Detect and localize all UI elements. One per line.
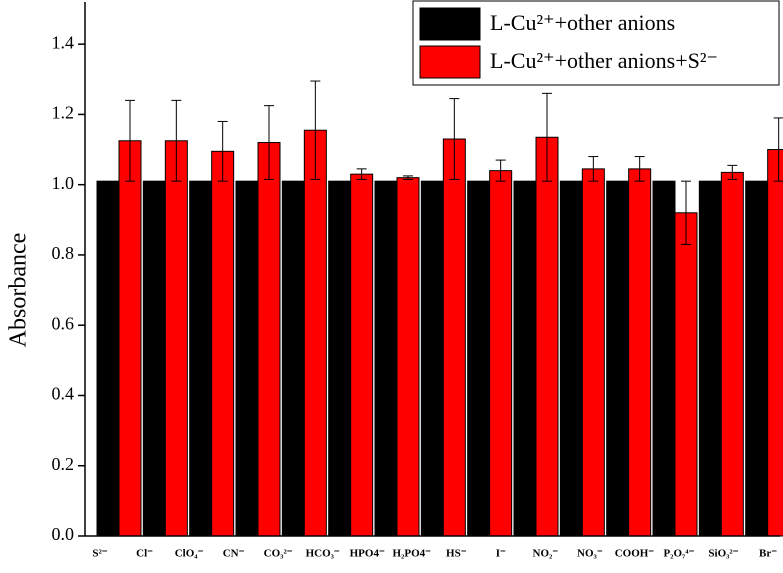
bar [96, 180, 120, 537]
x-tick-label: HS⁻ [446, 548, 467, 560]
error-bar [495, 159, 506, 182]
error-bar [356, 168, 367, 180]
error-bar [542, 92, 552, 182]
bar [559, 180, 583, 537]
error-bar [727, 164, 738, 180]
bar [442, 138, 466, 537]
legend-swatch [419, 45, 481, 79]
bar [164, 140, 188, 537]
bar [720, 171, 744, 537]
x-tick-label: Cl⁻ [136, 548, 153, 560]
x-tick-label: HCO₃⁻ [306, 548, 340, 560]
error-bar [217, 120, 228, 182]
error-bar [310, 80, 321, 180]
error-bar [125, 99, 135, 182]
bar [374, 180, 398, 537]
bar [420, 180, 444, 537]
bar [652, 180, 676, 537]
y-tick-label: 0.6 [52, 313, 75, 333]
legend-label: L-Cu²⁺+other anions [490, 10, 675, 35]
y-tick-label: 1.0 [52, 173, 75, 193]
bar [489, 170, 513, 537]
x-tick-label: SiO₃²⁻ [708, 548, 738, 560]
y-axis-label: Absorbance [6, 233, 32, 348]
bar [535, 136, 559, 537]
x-tick-label: Br⁻ [759, 548, 777, 560]
x-tick-label: S²⁻ [92, 548, 107, 560]
x-tick-label: NO₃⁻ [577, 548, 603, 560]
bar [189, 180, 213, 537]
bar [142, 180, 166, 537]
bar [674, 212, 698, 537]
bar [767, 149, 783, 537]
bar [211, 150, 235, 537]
x-tick-label: NO₂⁻ [533, 548, 559, 560]
x-tick-label: H₂PO4⁻ [393, 548, 432, 560]
x-tick-label: COOH⁻ [615, 548, 655, 560]
error-bar [171, 99, 182, 182]
x-tick-label: I⁻ [496, 548, 506, 560]
bar [396, 177, 420, 537]
bar [581, 168, 605, 537]
bar [513, 180, 537, 537]
x-tick-label: ClO₄⁻ [175, 548, 204, 560]
legend-label: L-Cu²⁺+other anions+S²⁻ [490, 48, 718, 73]
bar [698, 180, 722, 537]
bar [606, 180, 630, 537]
bar [118, 140, 142, 537]
bar [328, 180, 352, 537]
y-tick-label: 1.2 [52, 103, 75, 123]
bar [281, 180, 305, 537]
x-tick-label: CO₃²⁻ [264, 548, 293, 560]
bar [235, 180, 259, 537]
y-tick-label: 0.8 [52, 243, 75, 263]
y-tick-label: 0.2 [52, 454, 75, 474]
error-bar [588, 156, 599, 182]
bar [628, 168, 652, 537]
y-tick-label: 1.4 [52, 32, 75, 52]
error-bar [634, 156, 645, 182]
error-bar [449, 98, 460, 180]
bar [350, 173, 374, 537]
y-tick-label: 0.0 [52, 524, 75, 544]
bar [303, 129, 327, 537]
error-bar [264, 105, 274, 180]
x-tick-label: CN⁻ [223, 548, 245, 560]
y-tick-label: 0.4 [52, 384, 75, 404]
legend-swatch [419, 7, 481, 41]
error-bar [403, 175, 413, 180]
error-bar [773, 117, 783, 182]
x-tick-label: P₂O₇⁴⁻ [663, 548, 694, 560]
error-bar [681, 180, 691, 245]
bar [257, 142, 281, 537]
bar [745, 180, 769, 537]
x-tick-label: HPO4⁻ [350, 548, 385, 560]
bar [467, 180, 491, 537]
